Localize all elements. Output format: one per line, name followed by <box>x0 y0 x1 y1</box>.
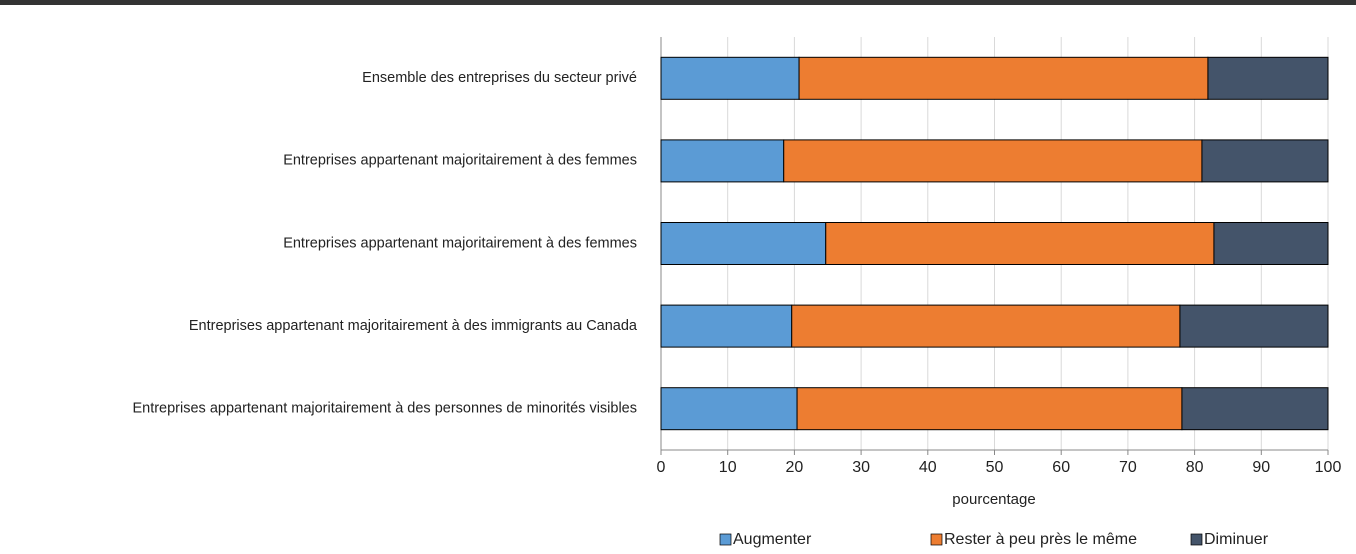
bar-segment <box>1201 139 1329 183</box>
bar-segment <box>1181 387 1329 431</box>
x-tick-label: 10 <box>719 459 737 476</box>
bar-segment <box>1207 56 1329 100</box>
bar-segment <box>791 304 1181 348</box>
y-tick-label: Entreprises appartenant majoritairement … <box>132 401 637 417</box>
top-rule <box>0 0 1356 5</box>
x-tick-label: 50 <box>986 459 1004 476</box>
y-tick-label: Ensemble des entreprises du secteur priv… <box>362 70 637 86</box>
bar-segment <box>783 139 1203 183</box>
y-tick-label: Entreprises appartenant majoritairement … <box>189 318 638 334</box>
bar-segment <box>660 56 800 100</box>
x-tick-label: 90 <box>1252 459 1270 476</box>
y-tick-label: Entreprises appartenant majoritairement … <box>283 235 637 251</box>
x-tick-label: 20 <box>786 459 804 476</box>
legend-label: Diminuer <box>1204 531 1269 548</box>
bar-segment <box>660 387 798 431</box>
bar-segment <box>1179 304 1329 348</box>
legend-swatch <box>719 533 732 546</box>
bar-segment <box>796 387 1183 431</box>
x-tick-label: 40 <box>919 459 937 476</box>
x-tick-label: 30 <box>852 459 870 476</box>
bar-segment <box>825 222 1215 265</box>
legend-swatch <box>930 533 943 546</box>
x-tick-label: 60 <box>1052 459 1070 476</box>
bar-segment <box>660 222 827 265</box>
bar-segment <box>798 56 1209 100</box>
bar-segment <box>660 139 785 183</box>
bar-segment <box>660 304 793 348</box>
x-tick-label: 100 <box>1315 459 1342 476</box>
legend-label: Rester à peu près le même <box>944 531 1137 548</box>
y-tick-label: Entreprises appartenant majoritairement … <box>283 153 637 169</box>
legend-label: Augmenter <box>733 531 812 548</box>
legend-swatch <box>1190 533 1203 546</box>
x-axis-label: pourcentage <box>952 491 1035 508</box>
x-tick-label: 70 <box>1119 459 1137 476</box>
bar-segment <box>1213 222 1329 265</box>
x-tick-label: 80 <box>1186 459 1204 476</box>
x-tick-label: 0 <box>657 459 666 476</box>
